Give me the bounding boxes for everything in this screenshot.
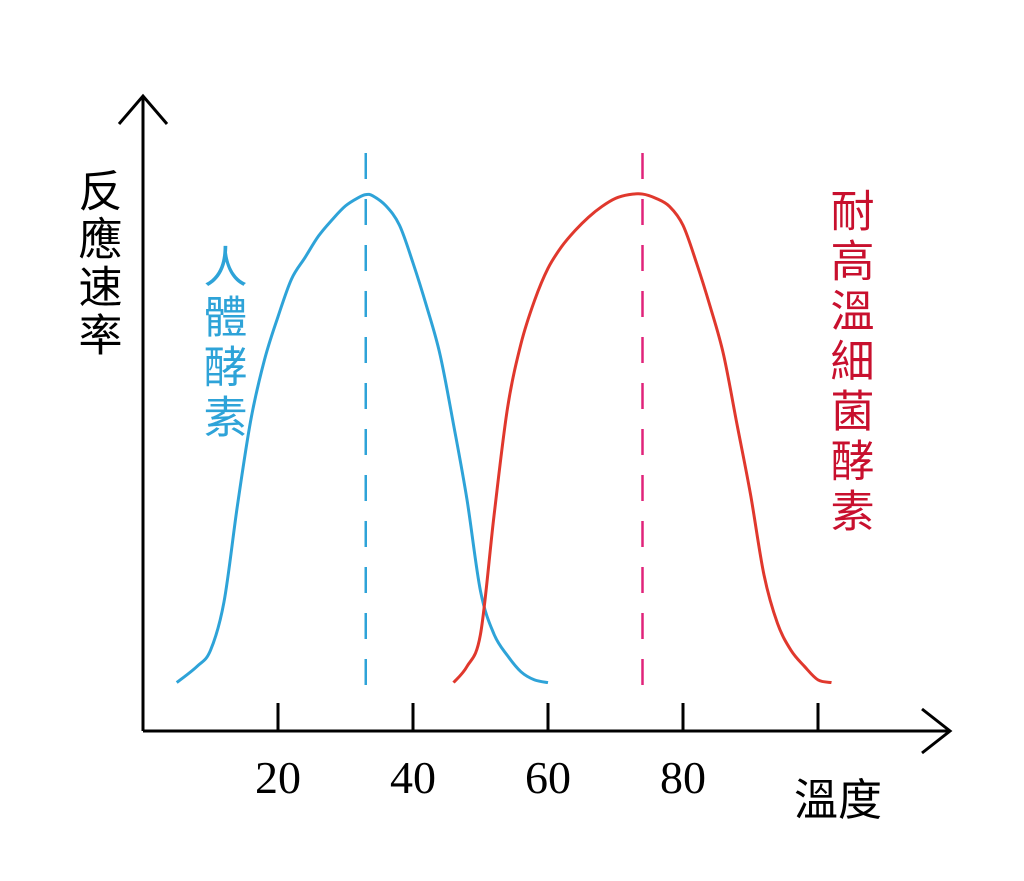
x-axis-arrow [921, 707, 953, 755]
y-axis-label: 反應速率 [71, 168, 122, 360]
series-line-human-enzyme [175, 192, 549, 685]
x-tick-label: 60 [525, 752, 571, 803]
x-tick-label: 40 [390, 752, 436, 803]
x-ticks: 20 40 60 80 [255, 703, 820, 803]
x-axis-label: 溫度 [794, 775, 882, 826]
x-tick-label: 20 [255, 752, 301, 803]
series-layer [175, 153, 832, 695]
series-label-thermophile-enzyme: 耐高溫細菌酵素 [823, 188, 874, 538]
series-label-human-enzyme: 人體酵素 [196, 244, 247, 444]
series-line-thermophile-enzyme [452, 192, 832, 685]
x-tick-label: 80 [660, 752, 706, 803]
y-axis-arrow [117, 93, 169, 125]
